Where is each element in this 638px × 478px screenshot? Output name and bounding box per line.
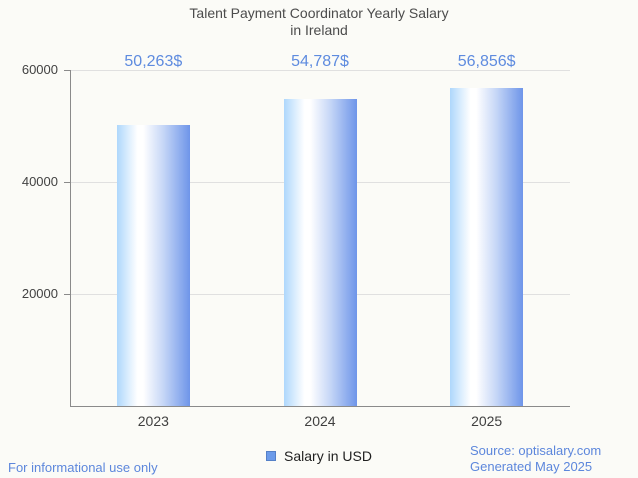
bar-value-label: 50,263$ [124,53,183,70]
bar-value-label: 56,856$ [457,53,516,70]
legend: Salary in USD [0,448,638,464]
x-axis-label: 2023 [137,413,169,429]
bar-value-label: 54,787$ [291,53,349,70]
y-axis-label: 60000 [21,62,58,77]
y-axis-tick [64,70,70,71]
source-block: Source: optisalary.com Generated May 202… [470,443,601,475]
y-axis-tick [64,182,70,183]
legend-label: Salary in USD [284,448,372,464]
chart-title-line1: Talent Payment Coordinator Yearly Salary [189,5,449,21]
y-axis-label: 20000 [21,286,58,301]
chart-title: Talent Payment Coordinator Yearly Salary… [0,5,638,39]
disclaimer-text: For informational use only [8,460,158,475]
source-text[interactable]: Source: optisalary.com [470,443,602,458]
y-axis-line [70,70,71,406]
legend-swatch [266,451,277,461]
x-axis-label: 2025 [471,413,503,429]
gridline [70,70,570,71]
x-axis-line [70,406,570,407]
y-axis-label: 40000 [21,174,58,189]
generated-text: Generated May 2025 [470,459,593,474]
chart-title-line2: in Ireland [290,22,348,38]
x-axis-label: 2024 [304,413,336,429]
bar[interactable] [116,124,190,406]
y-axis-tick [64,294,70,295]
bar[interactable] [450,87,524,406]
bar[interactable] [283,99,357,406]
